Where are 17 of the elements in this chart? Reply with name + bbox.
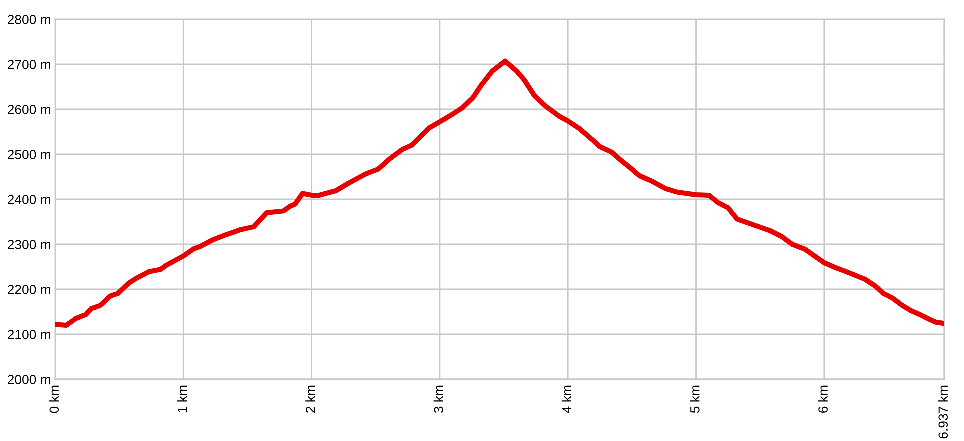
y-tick-label: 2700 m: [8, 60, 50, 70]
y-tick-label: 2300 m: [8, 240, 50, 250]
y-tick-label: 2600 m: [8, 105, 50, 114]
y-tick-label: 2500 m: [8, 150, 50, 160]
y-tick-label: 2200 m: [8, 285, 50, 294]
x-tick-label: 0 km: [49, 386, 60, 414]
y-tick-label: 2100 m: [8, 330, 50, 340]
x-tick-label: 6 km: [818, 386, 828, 413]
x-tick-label: 4 km: [562, 386, 572, 414]
y-tick-label: 2000 m: [8, 375, 50, 384]
x-tick-label: 5 km: [690, 386, 700, 414]
x-tick-label: 6.937 km: [938, 386, 948, 439]
y-tick-label: 2400 m: [8, 195, 50, 204]
y-tick-label: 2800 m: [8, 15, 50, 24]
x-tick-label: 2 km: [306, 386, 316, 413]
x-tick-label: 1 km: [178, 386, 188, 413]
x-tick-label: 3 km: [434, 386, 444, 414]
